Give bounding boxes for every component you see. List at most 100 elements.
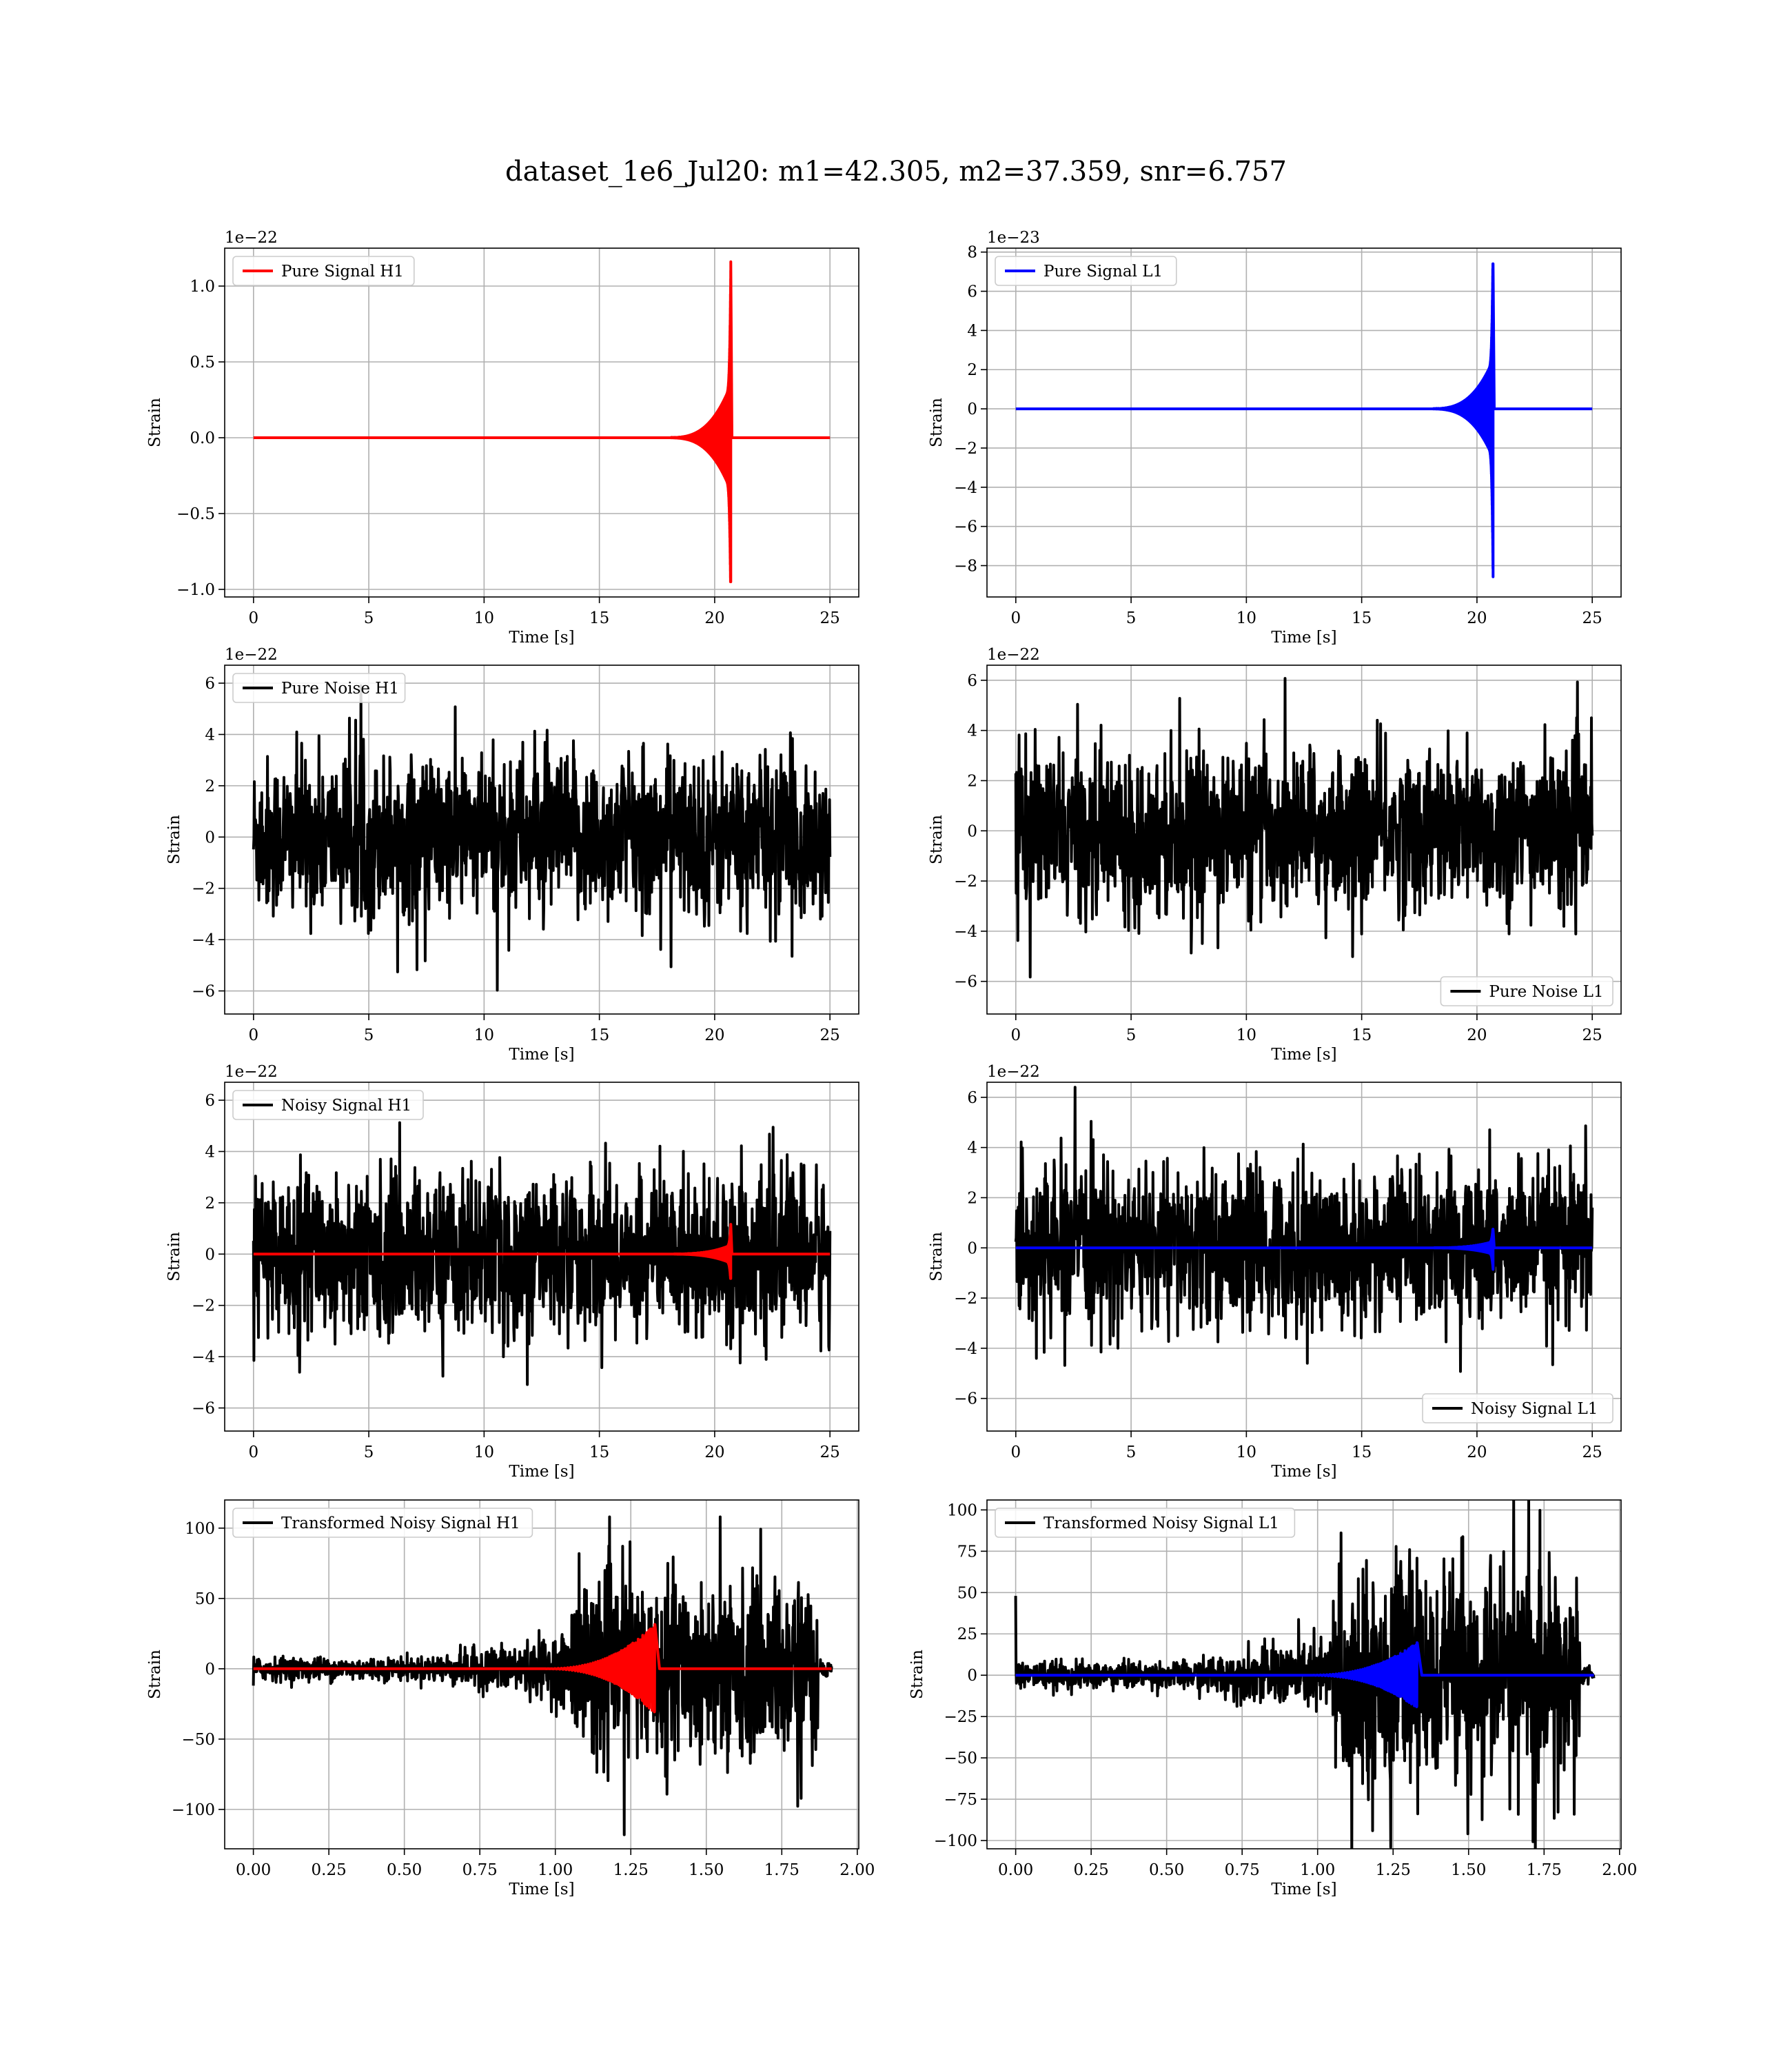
- legend-label: Noisy Signal L1: [1471, 1400, 1598, 1418]
- legend: Pure Signal H1: [232, 256, 415, 286]
- x-axis-label: Time [s]: [1271, 1881, 1336, 1898]
- x-tick-label: 0.75: [462, 1861, 498, 1879]
- axes-frame: [986, 665, 1622, 1015]
- x-tick-label: 0: [248, 609, 258, 627]
- y-axis-label: Strain: [908, 1650, 926, 1699]
- legend: Pure Signal L1: [995, 256, 1177, 286]
- y-tick-label: 50: [957, 1584, 977, 1602]
- y-tick-label: 4: [967, 322, 977, 340]
- x-tick-label: 10: [1236, 1443, 1256, 1461]
- x-tick-label: 25: [820, 609, 840, 627]
- y-tick-label: −4: [954, 1340, 977, 1358]
- y-tick-label: −2: [954, 873, 977, 891]
- series-group: [252, 1515, 833, 1836]
- x-axis-label: Time [s]: [1271, 1046, 1336, 1064]
- chart-panel-5: 0 5 10 15 20 25 −6 −4 −2 0 2 4 6 Time [s] Strain 1e−22N…: [165, 1063, 859, 1481]
- x-tick-label: 15: [1352, 1443, 1372, 1461]
- y-tick-label: −6: [954, 1390, 977, 1408]
- y-tick-label: −50: [181, 1731, 215, 1749]
- y-tick-label: −6: [192, 1400, 215, 1418]
- x-tick-label: 1.75: [764, 1861, 800, 1879]
- x-tick-label: 20: [704, 1443, 724, 1461]
- x-tick-label: 25: [820, 1026, 840, 1044]
- x-tick-label: 20: [1467, 1026, 1487, 1044]
- chart-panel-2: 0 5 10 15 20 25 −8 −6 −4 −2 0 2 4 6 8 Time [s] Strain 1e−…: [928, 229, 1622, 647]
- series-line: [252, 684, 832, 992]
- series-line: [253, 1623, 832, 1714]
- x-tick-label: 5: [364, 1443, 374, 1461]
- series-line: [253, 260, 831, 583]
- y-tick-label: 4: [205, 1143, 215, 1161]
- legend: Noisy Signal L1: [1422, 1393, 1613, 1423]
- legend-label: Pure Noise H1: [281, 680, 399, 698]
- legend-label: Pure Signal L1: [1043, 263, 1163, 281]
- axes-frame: [986, 247, 1622, 598]
- legend-box: [232, 1508, 533, 1538]
- x-tick-label: 2.00: [839, 1861, 875, 1879]
- legend-label: Transformed Noisy Signal H1: [281, 1514, 520, 1532]
- legend-box: [1440, 976, 1613, 1006]
- x-tick-label: 15: [1352, 1026, 1372, 1044]
- x-tick-label: 25: [1582, 1443, 1602, 1461]
- y-tick-label: −4: [192, 1348, 215, 1366]
- chart-panel-6: 0 5 10 15 20 25 −6 −4 −2 0 2 4 6 Time [s] Strain 1e−22 N…: [928, 1063, 1622, 1481]
- y-axis-label: Strain: [165, 1232, 183, 1281]
- y-tick-label: −1.0: [176, 581, 215, 599]
- y-tick-label: 75: [957, 1543, 977, 1561]
- y-tick-label: 2: [205, 1195, 215, 1213]
- x-tick-label: 0: [1010, 1443, 1021, 1461]
- x-tick-label: 5: [1126, 609, 1137, 627]
- x-tick-label: 5: [1126, 1026, 1137, 1044]
- x-tick-label: 20: [1467, 1443, 1487, 1461]
- series-line: [1015, 262, 1593, 578]
- x-tick-label: 0.50: [1149, 1861, 1184, 1879]
- series-line: [1015, 1228, 1593, 1271]
- legend-box: [995, 256, 1177, 286]
- y-tick-label: 0: [205, 829, 215, 847]
- y-tick-label: 0: [205, 1661, 215, 1679]
- x-tick-label: 25: [820, 1443, 840, 1461]
- x-tick-label: 0.25: [1074, 1861, 1109, 1879]
- x-axis-label: Time [s]: [509, 1881, 574, 1898]
- legend-box: [232, 673, 406, 703]
- x-tick-label: 15: [589, 1026, 609, 1044]
- x-tick-label: 5: [364, 609, 374, 627]
- offset-label: 1e−22: [987, 1063, 1040, 1081]
- y-tick-label: 0: [967, 1239, 977, 1257]
- y-axis-label: Strain: [928, 815, 946, 864]
- y-axis-label: Strain: [146, 1650, 164, 1699]
- legend: Transformed Noisy Signal H1: [232, 1508, 533, 1538]
- x-tick-label: 1.50: [1451, 1861, 1486, 1879]
- x-tick-label: 10: [1236, 1026, 1256, 1044]
- figure-title: dataset_1e6_Jul20: m1=42.305, m2=37.359,…: [505, 156, 1287, 187]
- y-tick-label: 2: [967, 361, 977, 379]
- chart-panel-8: 0.00 0.25 0.50 0.75 1.00 1.25 1.50 1.75 2.00 −100…: [908, 1499, 1637, 1898]
- series-line: [253, 1223, 831, 1280]
- y-tick-label: −2: [192, 880, 215, 898]
- x-axis-label: Time [s]: [509, 1046, 574, 1064]
- y-tick-label: −4: [954, 479, 977, 497]
- plot-area: [987, 248, 1621, 597]
- x-tick-label: 10: [474, 609, 494, 627]
- y-tick-label: 0: [205, 1246, 215, 1264]
- x-tick-label: 1.50: [689, 1861, 724, 1879]
- x-tick-label: 0.50: [387, 1861, 422, 1879]
- series-line: [1014, 1086, 1594, 1373]
- legend-label: Noisy Signal H1: [281, 1097, 411, 1115]
- y-tick-label: 0: [967, 401, 977, 418]
- y-tick-label: 2: [967, 772, 977, 790]
- x-tick-label: 15: [589, 1443, 609, 1461]
- y-tick-label: 4: [205, 726, 215, 744]
- x-axis-label: Time [s]: [509, 1463, 574, 1481]
- x-tick-label: 15: [1352, 609, 1372, 627]
- legend-label: Pure Signal H1: [281, 263, 404, 281]
- x-tick-label: 10: [474, 1443, 494, 1461]
- series-group: [1014, 1086, 1594, 1373]
- offset-label: 1e−22: [225, 229, 278, 247]
- legend-label: Transformed Noisy Signal L1: [1043, 1514, 1279, 1532]
- axes-frame: [224, 247, 859, 598]
- y-tick-label: 6: [205, 1092, 215, 1110]
- x-axis-label: Time [s]: [1271, 629, 1336, 647]
- series-group: [253, 260, 831, 583]
- y-tick-label: 1.0: [190, 278, 215, 296]
